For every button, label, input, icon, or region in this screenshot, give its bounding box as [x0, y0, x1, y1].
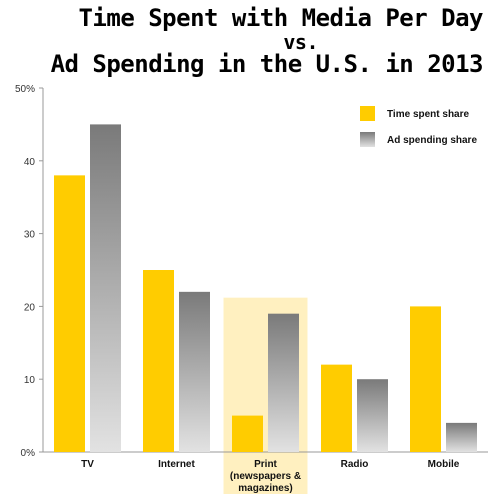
legend-label-time-spent: Time spent share [387, 109, 470, 120]
category-label-internet: Internet [158, 459, 195, 470]
bar-time-spent-mobile [410, 306, 441, 452]
bar-time-spent-tv [54, 175, 85, 453]
category-label-tv: TV [81, 459, 94, 470]
category-sublabel-2: magazines) [238, 483, 292, 494]
category-sublabel: (newspapers & [230, 471, 301, 482]
bar-ad-spending-print [268, 313, 299, 452]
y-tick-label: 30 [24, 230, 36, 241]
bar-ad-spending-mobile [446, 422, 477, 452]
category-label-mobile: Mobile [428, 459, 460, 470]
legend-label-ad-spending: Ad spending share [387, 135, 477, 146]
y-tick-label: 0% [21, 448, 36, 459]
bar-ad-spending-tv [90, 124, 121, 453]
y-tick-label: 40 [24, 157, 36, 168]
category-label-radio: Radio [341, 459, 369, 470]
y-tick-label: 20 [24, 302, 36, 313]
chart-title: Time Spent with Media Per Day [78, 4, 483, 32]
bar-time-spent-internet [143, 270, 174, 452]
bar-ad-spending-radio [357, 379, 388, 452]
legend-swatch-ad-spending [360, 132, 375, 147]
y-tick-label: 50% [15, 84, 35, 95]
bar-time-spent-print [232, 415, 263, 452]
chart-title-vs: vs. [283, 30, 318, 54]
legend-swatch-time-spent [360, 106, 375, 121]
category-label-print: Print [254, 459, 277, 470]
bar-time-spent-radio [321, 364, 352, 452]
y-tick-label: 10 [24, 375, 36, 386]
chart-subtitle: Ad Spending in the U.S. in 2013 [50, 50, 484, 78]
bar-ad-spending-internet [179, 291, 210, 452]
